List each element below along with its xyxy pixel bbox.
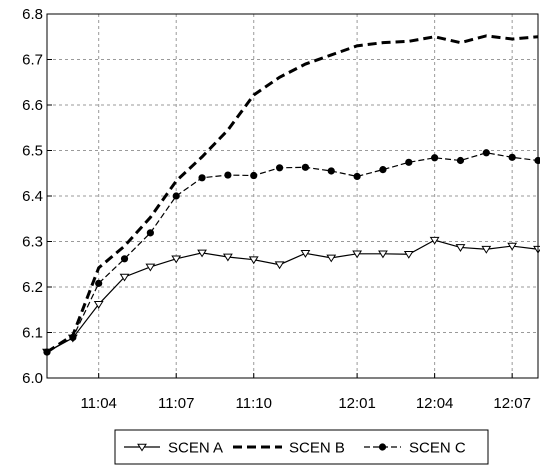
data-point — [378, 250, 388, 259]
data-point — [429, 236, 440, 245]
y-tick-label: 6.8 — [22, 6, 43, 23]
data-point — [275, 164, 284, 172]
legend-label: SCEN B — [289, 440, 345, 457]
legend: SCEN A SCEN B SCEN C — [114, 429, 489, 465]
data-point — [250, 171, 258, 180]
legend-marker — [137, 443, 147, 452]
data-point — [327, 167, 335, 175]
y-tick-label: 6.7 — [22, 52, 43, 69]
data-point — [533, 245, 540, 254]
x-tick-label: 12:04 — [416, 395, 454, 412]
data-point — [353, 172, 361, 181]
data-point — [482, 149, 490, 157]
y-tick-label: 6.5 — [22, 143, 43, 160]
y-tick-label: 6.4 — [22, 188, 43, 205]
legend-item: SCEN A — [124, 440, 223, 457]
legend-marker — [378, 443, 387, 451]
data-point — [197, 249, 207, 258]
series-line — [46, 152, 539, 353]
series-line — [46, 34, 539, 354]
x-tick-label: 11:04 — [80, 395, 116, 412]
data-point — [145, 263, 156, 272]
series-0 — [42, 236, 540, 357]
data-point — [456, 156, 465, 165]
legend-item: SCEN C — [364, 440, 466, 457]
data-point — [507, 242, 518, 251]
data-point — [455, 244, 466, 252]
data-point — [405, 158, 413, 166]
data-point — [403, 250, 414, 259]
series-1 — [46, 34, 539, 354]
series-lines — [42, 34, 540, 357]
y-tick-label: 6.2 — [22, 279, 43, 296]
data-point — [224, 171, 232, 179]
y-tick-label: 6.0 — [22, 370, 43, 387]
data-point — [93, 300, 104, 309]
legend-item: SCEN B — [233, 440, 345, 457]
data-point — [300, 250, 311, 258]
data-point — [508, 153, 516, 161]
data-point — [352, 250, 363, 259]
data-point — [120, 255, 129, 263]
data-point — [481, 245, 492, 254]
legend-box — [114, 429, 489, 465]
y-tick-label: 6.1 — [22, 325, 43, 342]
data-point — [172, 192, 180, 200]
axis-ticks: 6.0 6.1 6.2 6.3 6.4 6.5 6.6 6.7 6.8 11:04 11:07 11:… — [22, 6, 531, 412]
data-point — [222, 253, 233, 262]
x-tick-label: 12:01 — [338, 395, 376, 412]
data-point — [146, 229, 154, 237]
data-point — [326, 254, 337, 263]
legend-label: SCEN C — [409, 440, 466, 457]
data-point — [248, 256, 259, 265]
series-line — [46, 239, 539, 353]
data-point — [274, 261, 285, 270]
y-tick-label: 6.6 — [22, 97, 43, 114]
legend-label: SCEN A — [168, 440, 223, 457]
x-tick-label: 12:07 — [493, 395, 531, 412]
series-2 — [43, 149, 540, 356]
data-point — [431, 154, 439, 162]
x-tick-label: 11:10 — [236, 395, 272, 412]
data-point — [95, 279, 103, 287]
data-point — [119, 273, 130, 282]
data-point — [198, 174, 206, 182]
data-point — [171, 255, 182, 264]
data-point — [379, 166, 387, 174]
data-point — [301, 163, 310, 171]
y-tick-label: 6.3 — [22, 234, 43, 251]
grid-lines — [47, 14, 538, 378]
x-tick-label: 11:07 — [158, 395, 194, 412]
data-point — [69, 333, 77, 342]
data-point — [534, 156, 540, 165]
